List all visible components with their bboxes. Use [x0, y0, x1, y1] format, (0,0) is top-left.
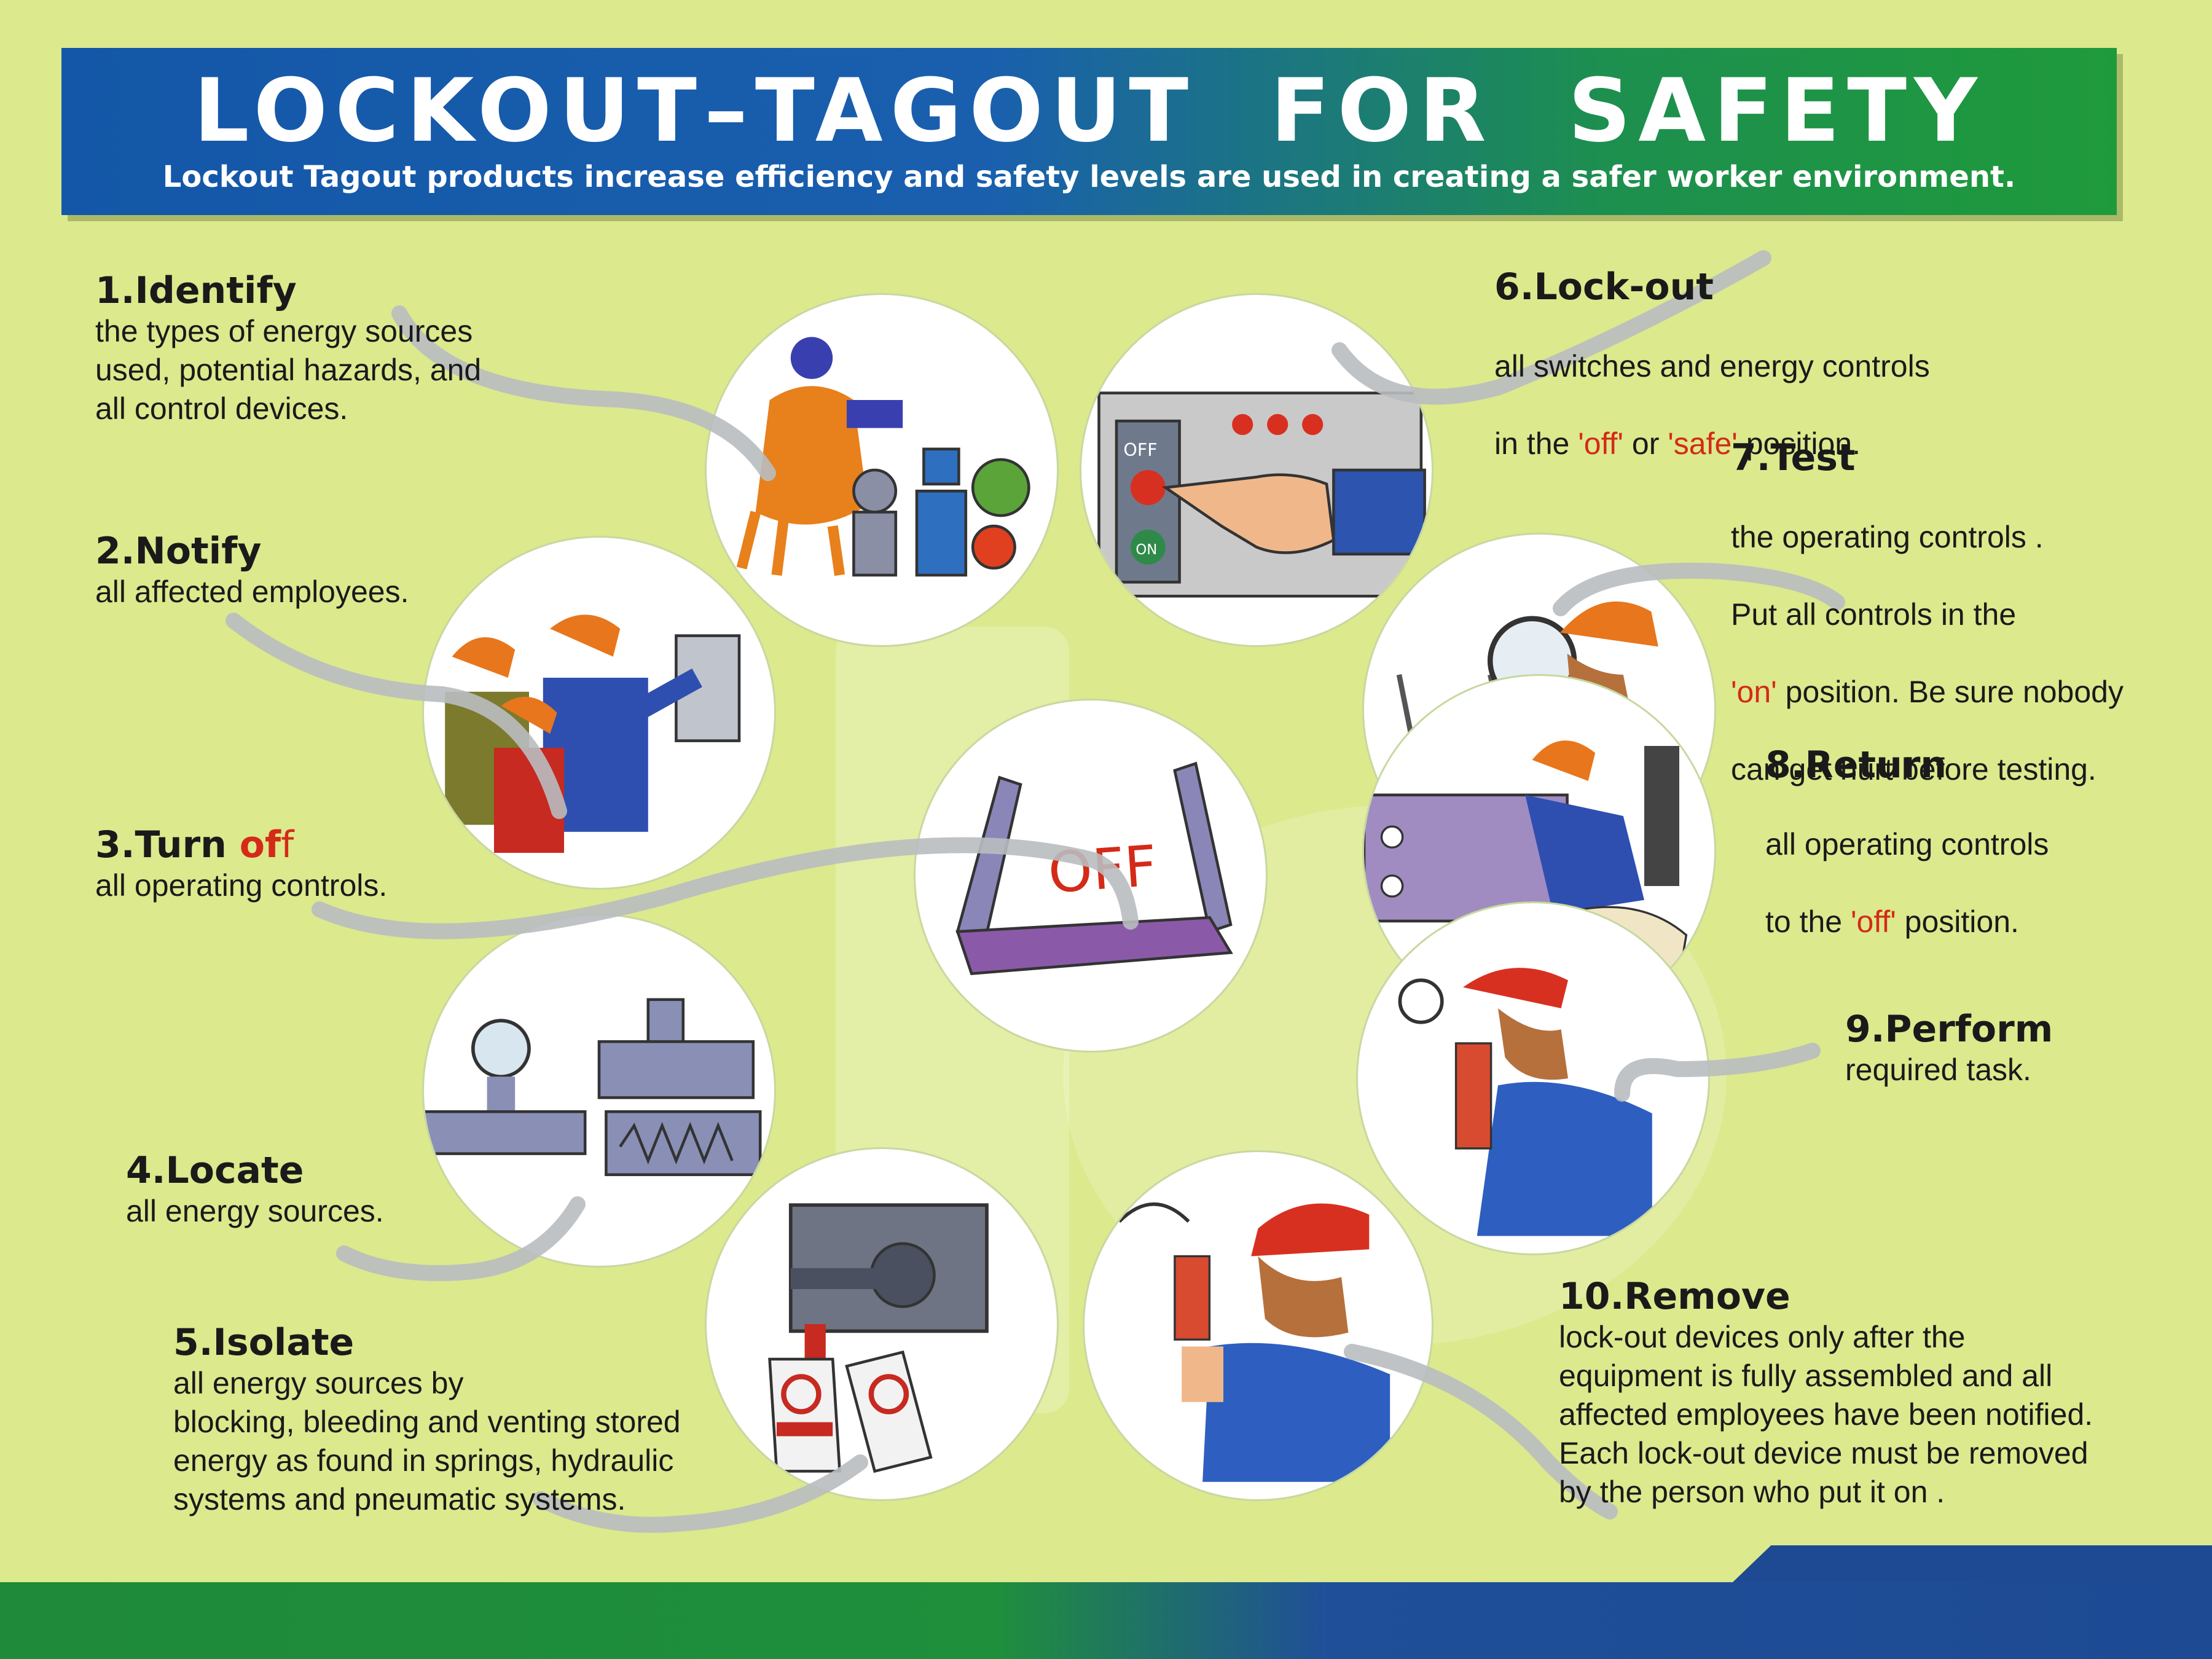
step-description: all operating controls to the 'off' posi… — [1765, 786, 2049, 980]
step-title: 3.Turn off — [95, 823, 387, 866]
step-description: the operating controls . Put all control… — [1731, 479, 2124, 828]
step-test: 7.Test the operating controls . Put all … — [1731, 436, 2124, 828]
step-identify: 1.Identify the types of energy sources u… — [95, 269, 481, 428]
step-description: all operating controls. — [95, 868, 388, 903]
isolate-illustration — [707, 1149, 1057, 1499]
step-description-line: all switches and energy controls — [1494, 349, 1930, 383]
step-description: all energy sources by blocking, bleeding… — [173, 1366, 681, 1516]
remove-illustration — [1084, 1152, 1432, 1499]
step-description: lock-out devices only after the equipmen… — [1559, 1320, 2093, 1509]
text-fragment: position. Be sure nobody — [1776, 675, 2124, 709]
step-turn-off: 3.Turn off all operating controls. — [95, 823, 387, 905]
step-lock-out: 6.Lock-out all switches and energy contr… — [1494, 265, 1930, 502]
step-title: 2.Notify — [95, 530, 262, 573]
step-description: all affected employees. — [95, 575, 409, 609]
step-return: 8.Return all operating controls to the '… — [1765, 743, 2049, 980]
header-banner: LOCKOUT–TAGOUT FOR SAFETY Lockout Tagout… — [61, 48, 2117, 215]
highlight-off: 'off' — [1578, 426, 1623, 461]
step-title-highlight: of — [239, 823, 281, 866]
turn-off-illustration: OFF — [916, 700, 1266, 1051]
step-perform: 9.Perform required task. — [1845, 1008, 2053, 1089]
poster-subtitle: Lockout Tagout products increase efficie… — [162, 160, 2016, 194]
step-description-line: the operating controls . — [1731, 520, 2044, 554]
switch-off-label: OFF — [1123, 440, 1157, 460]
text-fragment: position. — [1737, 426, 1861, 461]
step-description-line: 'on' position. Be sure nobody — [1731, 673, 2124, 712]
highlight-off: 'off' — [1851, 904, 1896, 939]
text-fragment: to the — [1765, 904, 1851, 939]
step-title-text: 3.Turn — [95, 823, 240, 866]
text-fragment: position. — [1896, 904, 2019, 939]
step-description: required task. — [1845, 1053, 2031, 1087]
step-title: 8.Return — [1765, 743, 1947, 786]
step-locate: 4.Locate all energy sources. — [126, 1149, 384, 1231]
footer-accent — [1733, 1545, 2212, 1582]
step-title: 1.Identify — [95, 269, 297, 312]
step-description-line: to the 'off' position. — [1765, 903, 2049, 941]
center-off-label: OFF — [1046, 833, 1159, 906]
step-title-highlight-end: f — [281, 823, 294, 866]
step-description-line: can get hurt before testing. — [1731, 752, 2096, 786]
highlight-safe: 'safe' — [1668, 426, 1738, 461]
step-notify: 2.Notify all affected employees. — [95, 530, 409, 611]
identify-illustration — [707, 295, 1057, 645]
switch-on-label: ON — [1135, 542, 1157, 558]
step-title: 9.Perform — [1845, 1008, 2053, 1051]
step-title: 7.Test — [1731, 436, 1856, 479]
step-title: 5.Isolate — [173, 1321, 355, 1364]
poster-title: LOCKOUT–TAGOUT FOR SAFETY — [194, 60, 1985, 162]
notify-illustration — [424, 538, 774, 888]
step-description-line: all operating controls — [1765, 827, 2049, 861]
step-title: 6.Lock-out — [1494, 265, 1714, 308]
step-description: the types of energy sources used, potent… — [95, 314, 482, 426]
locate-illustration — [424, 916, 774, 1266]
step-title: 10.Remove — [1559, 1275, 1790, 1318]
text-fragment: or — [1623, 426, 1668, 461]
perform-illustration — [1358, 903, 1708, 1253]
step-title: 4.Locate — [126, 1149, 304, 1192]
lockout-switch-illustration: OFF ON — [1081, 295, 1432, 645]
step-description: all switches and energy controls in the … — [1494, 308, 1930, 502]
step-isolate: 5.Isolate all energy sources by blocking… — [173, 1321, 681, 1519]
step-description: all energy sources. — [126, 1194, 384, 1228]
highlight-on: 'on' — [1731, 675, 1777, 709]
step-remove: 10.Remove lock-out devices only after th… — [1559, 1275, 2093, 1512]
footer-bar — [0, 1582, 2212, 1659]
step-description-line: in the 'off' or 'safe' position. — [1494, 425, 1930, 463]
step-description-line: Put all controls in the — [1731, 597, 2017, 632]
text-fragment: in the — [1494, 426, 1579, 461]
